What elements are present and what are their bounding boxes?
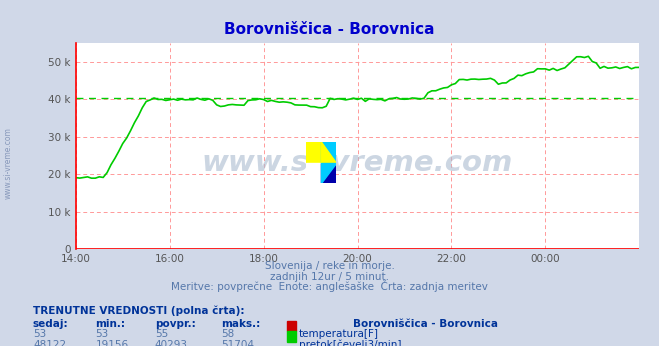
Text: 53: 53 [33,329,46,339]
Text: povpr.:: povpr.: [155,319,196,329]
Polygon shape [322,163,336,183]
Text: temperatura[F]: temperatura[F] [299,329,378,339]
Text: Meritve: povprečne  Enote: anglešaške  Črta: zadnja meritev: Meritve: povprečne Enote: anglešaške Črt… [171,280,488,292]
Bar [322,163,336,183]
Bar [306,142,322,163]
Text: sedaj:: sedaj: [33,319,69,329]
Text: 53: 53 [96,329,109,339]
Text: 58: 58 [221,329,234,339]
Text: Borovniščica - Borovnica: Borovniščica - Borovnica [224,22,435,37]
Text: TRENUTNE VREDNOSTI (polna črta):: TRENUTNE VREDNOSTI (polna črta): [33,305,244,316]
Text: Borovniščica - Borovnica: Borovniščica - Borovnica [353,319,498,329]
Text: 40293: 40293 [155,340,188,346]
Polygon shape [322,142,336,163]
Text: Slovenija / reke in morje.: Slovenija / reke in morje. [264,261,395,271]
Polygon shape [322,163,336,183]
Text: 48122: 48122 [33,340,66,346]
Polygon shape [322,142,336,163]
Text: zadnjih 12ur / 5 minut.: zadnjih 12ur / 5 minut. [270,272,389,282]
Bar [322,142,336,163]
Text: pretok[čevelj3/min]: pretok[čevelj3/min] [299,340,401,346]
Text: www.si-vreme.com: www.si-vreme.com [3,127,13,199]
Text: 19156: 19156 [96,340,129,346]
Bar [306,163,322,183]
Text: www.si-vreme.com: www.si-vreme.com [202,149,513,177]
Text: maks.:: maks.: [221,319,260,329]
Text: 51704: 51704 [221,340,254,346]
Text: 55: 55 [155,329,168,339]
Text: min.:: min.: [96,319,126,329]
